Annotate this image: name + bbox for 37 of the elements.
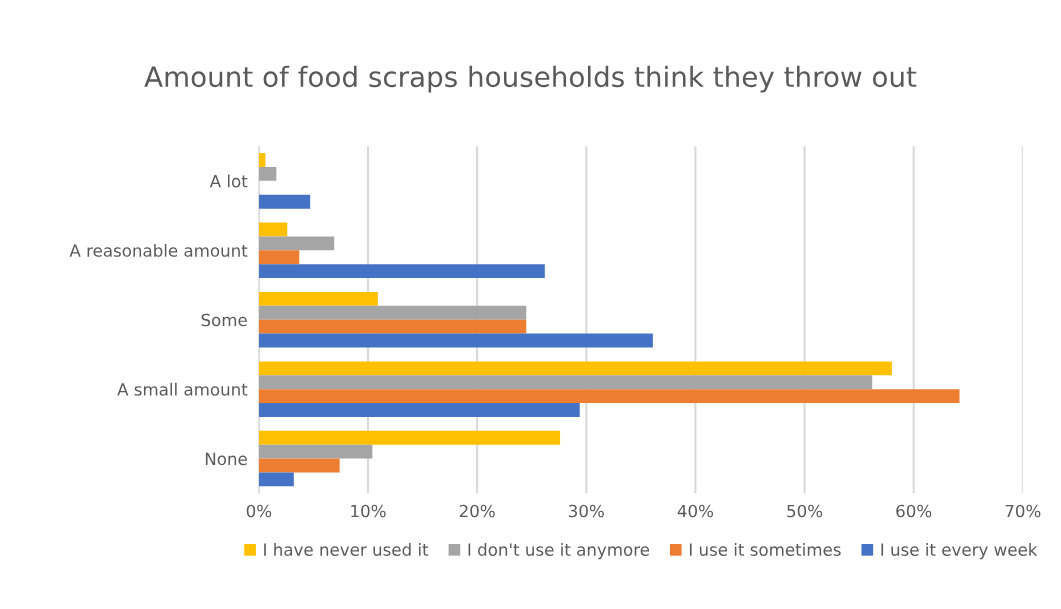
bar (258, 250, 300, 265)
bar (258, 403, 580, 417)
x-tick-label: 10% (351, 504, 386, 518)
bar (258, 264, 545, 279)
bar (258, 430, 561, 445)
bar (258, 333, 653, 348)
legend-label: I don't use it anymore (468, 543, 650, 560)
bar (258, 458, 340, 473)
bar (258, 194, 311, 209)
bar (258, 389, 960, 404)
x-tick-label: 40% (677, 504, 714, 518)
x-tick-label: 70% (1005, 504, 1041, 518)
bar (258, 305, 527, 320)
y-tick-label: None (205, 452, 247, 466)
bar (258, 361, 892, 376)
legend-label: I have never used it (264, 543, 429, 556)
bar (258, 222, 288, 237)
bar (258, 444, 373, 459)
bar (258, 153, 266, 167)
x-tick-label: 50% (787, 504, 823, 518)
x-tick-label: 30% (569, 504, 604, 518)
legend-label: I use it sometimes (689, 543, 841, 556)
x-tick-label: 0% (246, 504, 272, 518)
x-tick-label: 60% (896, 504, 932, 518)
bar (258, 472, 294, 487)
y-tick-label: A reasonable amount (69, 243, 248, 257)
bar (258, 166, 277, 181)
y-tick-label: A lot (209, 174, 248, 188)
bar (258, 291, 378, 306)
y-tick-label: Some (201, 313, 247, 327)
bar (258, 319, 527, 334)
legend-label: I use it every week (881, 543, 1038, 560)
bar (258, 236, 335, 251)
chart-title: Amount of food scraps households think they throw out (144, 65, 917, 93)
bar (258, 375, 873, 390)
x-tick-label: 20% (459, 504, 495, 518)
y-tick-label: A small amount (117, 382, 248, 396)
